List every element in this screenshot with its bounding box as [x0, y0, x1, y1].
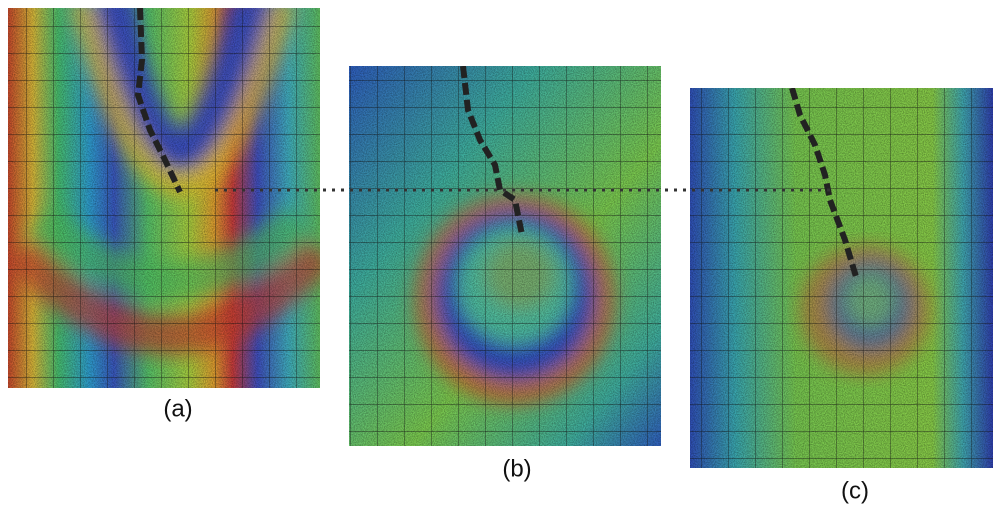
panel-label: (b) — [502, 455, 531, 482]
panel-a-image — [8, 8, 320, 388]
panel-label: (a) — [163, 395, 192, 422]
panel-b-image — [349, 66, 661, 446]
panel-c-image — [690, 88, 993, 468]
panel-label: (c) — [841, 477, 869, 504]
